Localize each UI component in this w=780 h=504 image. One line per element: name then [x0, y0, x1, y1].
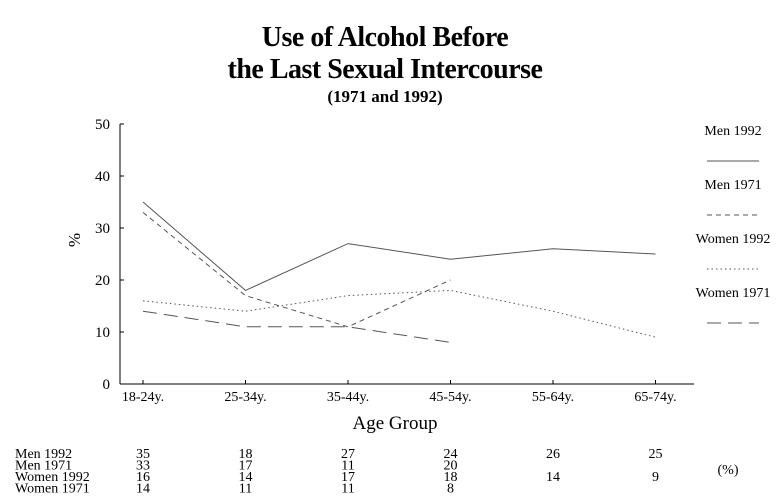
legend-label: Men 1971	[704, 178, 761, 193]
table-row-label: Men 1971	[15, 459, 72, 474]
x-tick-label: 18-24y.	[122, 390, 164, 405]
table-cell: 25	[649, 447, 663, 462]
y-tick-label: 30	[95, 221, 110, 237]
y-tick-label: 0	[103, 377, 111, 393]
chart-title: Use of Alcohol Before	[261, 22, 509, 53]
table-cell: 26	[546, 447, 560, 462]
table-cell: 18	[444, 470, 458, 485]
table-cell: 9	[652, 470, 659, 485]
x-tick-label: 35-44y.	[327, 390, 369, 405]
table-unit: (%)	[718, 463, 739, 478]
series-line-women-1971	[142, 310, 451, 343]
series-line-men-1992	[142, 201, 656, 291]
legend-label: Men 1992	[704, 124, 761, 139]
table-cell: 27	[341, 447, 355, 462]
legend-label: Women 1992	[696, 232, 771, 247]
y-tick-label: 50	[95, 117, 110, 133]
series-line-men-1971	[142, 212, 451, 328]
table-row-label: Women 1992	[15, 470, 90, 485]
table-row-label: Women 1971	[15, 482, 90, 497]
x-tick-label: 25-34y.	[224, 390, 266, 405]
table-cell: 11	[341, 482, 354, 497]
table-cell: 11	[239, 482, 252, 497]
x-axis-label: Age Group	[353, 413, 438, 434]
table-cell: 18	[239, 447, 253, 462]
table-cell: 17	[341, 470, 355, 485]
legend-label: Women 1971	[696, 286, 771, 301]
y-axis-label: %	[65, 233, 84, 247]
series-line-women-1992	[142, 289, 656, 338]
table-cell: 11	[341, 459, 354, 474]
y-tick-label: 20	[95, 273, 110, 289]
chart-title-line2: the Last Sexual Intercourse	[227, 54, 543, 85]
table-cell: 24	[444, 447, 458, 462]
y-tick-label: 40	[95, 169, 110, 185]
chart-subtitle: (1971 and 1992)	[327, 87, 443, 106]
table-cell: 20	[444, 459, 458, 474]
table-cell: 14	[546, 470, 560, 485]
x-tick-label: 65-74y.	[634, 390, 676, 405]
y-tick-label: 10	[95, 325, 110, 341]
x-tick-label: 55-64y.	[532, 390, 574, 405]
table-row-label: Men 1992	[15, 447, 72, 462]
table-cell: 33	[136, 459, 150, 474]
table-cell: 8	[447, 482, 454, 497]
table-cell: 35	[136, 447, 150, 462]
table-cell: 14	[239, 470, 253, 485]
x-tick-label: 45-54y.	[429, 390, 471, 405]
table-cell: 14	[136, 482, 150, 497]
table-cell: 17	[239, 459, 253, 474]
table-cell: 16	[136, 470, 150, 485]
